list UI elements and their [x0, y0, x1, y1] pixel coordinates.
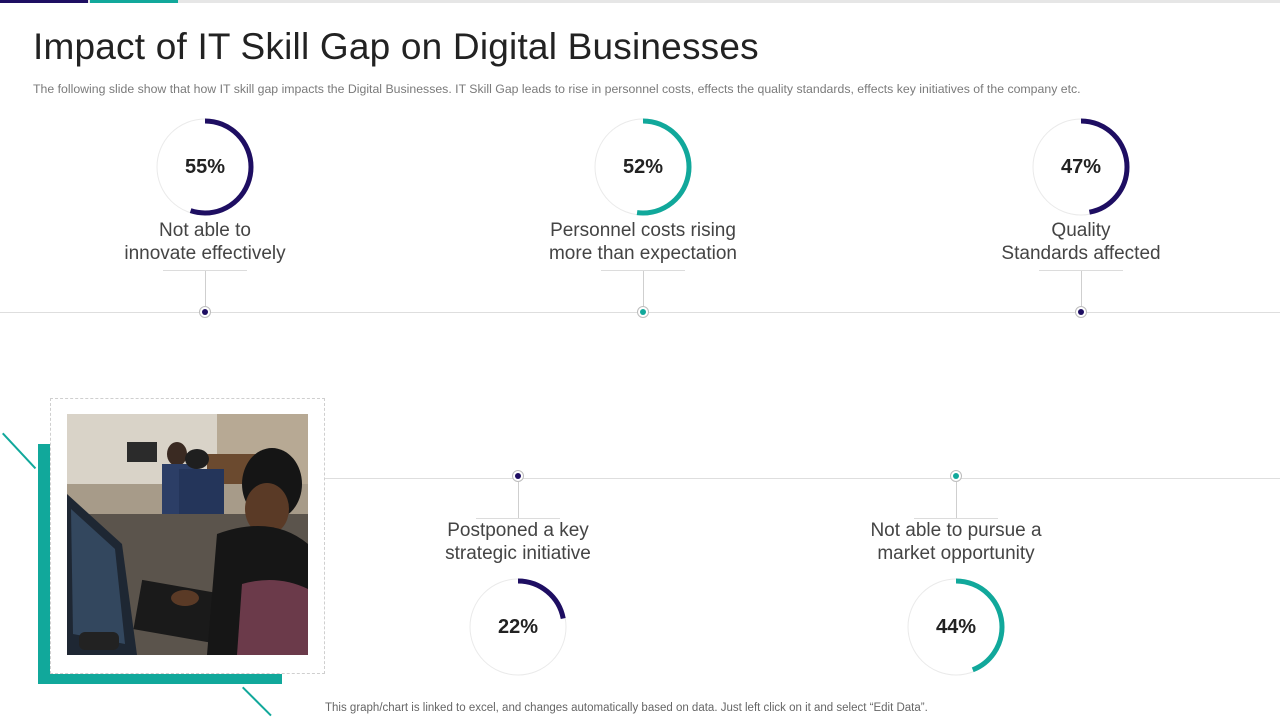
stat-value-2: 52% [622, 156, 664, 178]
accent-segment-teal [90, 0, 178, 3]
footer-note: This graph/chart is linked to excel, and… [325, 702, 928, 714]
connector-4 [518, 482, 519, 518]
stat-ring-3[interactable]: 47% [1031, 117, 1131, 217]
progress-ring-5 [907, 578, 1005, 676]
timeline-dot-5 [950, 470, 962, 482]
stat-underline-5 [914, 518, 998, 519]
stat-underline-1 [163, 270, 247, 271]
stat-value-1: 55% [184, 156, 226, 178]
office-photo-illustration [67, 414, 308, 655]
timeline-dot-2 [637, 306, 649, 318]
photo-block [0, 390, 340, 720]
stat-value-5: 44% [935, 616, 977, 638]
top-accent-bar [0, 0, 1280, 3]
stat-label-3-line2: Standards affected [1001, 243, 1161, 264]
stat-label-4-line1: Postponed a key [447, 520, 589, 541]
page-title: Impact of IT Skill Gap on Digital Busine… [33, 26, 759, 67]
stat-label-4: Postponed a key strategic initiative [368, 519, 668, 565]
timeline-dot-4 [512, 470, 524, 482]
timeline-bottom [325, 478, 1280, 479]
stat-underline-4 [476, 518, 560, 519]
timeline-dot-3 [1075, 306, 1087, 318]
progress-ring-1 [156, 118, 254, 216]
stat-ring-5[interactable]: 44% [906, 577, 1006, 677]
stat-label-4-line2: strategic initiative [445, 543, 591, 564]
office-photo [67, 414, 308, 655]
stat-label-5-line2: market opportunity [877, 543, 1035, 564]
stat-label-2-line2: more than expectation [548, 243, 737, 264]
stat-label-3: Quality Standards affected [931, 219, 1231, 265]
stat-ring-1[interactable]: 55% [155, 117, 255, 217]
teal-frame-bottom [38, 672, 282, 684]
stat-underline-2 [601, 270, 685, 271]
progress-ring-3 [1032, 118, 1130, 216]
stat-label-3-line1: Quality [1051, 220, 1111, 241]
stat-label-5: Not able to pursue a market opportunity [806, 519, 1106, 565]
page-subtitle: The following slide show that how IT ski… [33, 82, 1081, 96]
connector-1 [205, 271, 206, 307]
stat-underline-3 [1039, 270, 1123, 271]
stat-ring-4[interactable]: 22% [468, 577, 568, 677]
stat-label-5-line1: Not able to pursue a [870, 520, 1042, 541]
progress-ring-2 [594, 118, 692, 216]
connector-3 [1081, 271, 1082, 307]
teal-frame-left [38, 444, 50, 684]
connector-5 [956, 482, 957, 518]
stat-label-2-line1: Personnel costs rising [550, 220, 736, 241]
progress-ring-4 [469, 578, 567, 676]
stat-label-1-line2: innovate effectively [124, 243, 286, 264]
stat-label-2: Personnel costs rising more than expecta… [493, 219, 793, 265]
timeline-dot-1 [199, 306, 211, 318]
stat-value-4: 22% [497, 616, 539, 638]
stat-value-3: 47% [1060, 156, 1102, 178]
stat-label-1: Not able to innovate effectively [55, 219, 355, 265]
accent-segment-navy [0, 0, 88, 3]
stat-ring-2[interactable]: 52% [593, 117, 693, 217]
stat-label-1-line1: Not able to [159, 220, 251, 241]
connector-2 [643, 271, 644, 307]
